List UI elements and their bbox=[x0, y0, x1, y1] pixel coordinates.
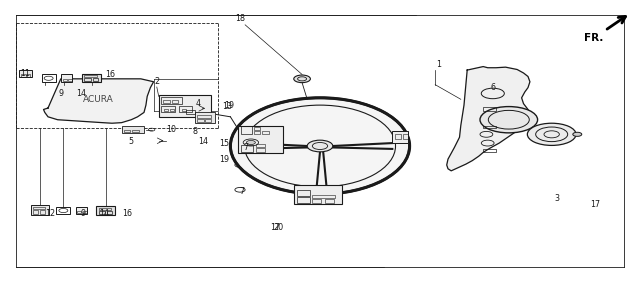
Bar bbox=[254, 131, 260, 134]
Bar bbox=[531, 131, 547, 138]
Bar bbox=[325, 199, 334, 203]
Bar bbox=[262, 131, 269, 134]
Bar bbox=[238, 126, 283, 153]
Text: 7: 7 bbox=[244, 143, 249, 152]
Bar bbox=[82, 74, 101, 82]
Text: 17: 17 bbox=[270, 223, 280, 232]
Text: 20: 20 bbox=[273, 223, 284, 232]
Bar bbox=[241, 145, 253, 152]
Polygon shape bbox=[447, 67, 530, 171]
Text: 18: 18 bbox=[235, 15, 245, 23]
Bar bbox=[186, 110, 195, 114]
Bar bbox=[132, 130, 139, 132]
Ellipse shape bbox=[230, 98, 410, 194]
Text: FR.: FR. bbox=[584, 33, 604, 43]
Bar bbox=[312, 195, 335, 198]
Bar bbox=[241, 126, 252, 134]
Bar bbox=[61, 74, 72, 82]
Bar bbox=[107, 211, 112, 214]
Bar bbox=[179, 106, 192, 112]
Ellipse shape bbox=[307, 140, 333, 152]
Text: 14: 14 bbox=[198, 137, 209, 146]
Bar bbox=[161, 106, 175, 112]
Text: 3: 3 bbox=[554, 194, 559, 203]
Bar bbox=[195, 112, 215, 123]
Bar bbox=[99, 211, 105, 214]
Text: 5: 5 bbox=[129, 137, 134, 146]
Text: 11: 11 bbox=[20, 69, 31, 77]
Bar bbox=[170, 109, 174, 111]
Bar bbox=[76, 207, 87, 214]
Ellipse shape bbox=[246, 140, 255, 145]
Bar bbox=[56, 207, 70, 214]
Text: 15: 15 bbox=[219, 139, 229, 147]
Ellipse shape bbox=[480, 107, 538, 133]
Bar bbox=[392, 131, 408, 143]
Text: ACURA: ACURA bbox=[83, 95, 113, 104]
Bar bbox=[205, 119, 211, 122]
Bar bbox=[84, 75, 97, 77]
Bar bbox=[33, 210, 38, 214]
Ellipse shape bbox=[294, 75, 310, 83]
Bar bbox=[42, 74, 56, 82]
Bar bbox=[172, 100, 178, 103]
Text: 10: 10 bbox=[166, 126, 177, 134]
Bar bbox=[33, 207, 45, 209]
Text: 14: 14 bbox=[99, 209, 109, 218]
Bar bbox=[483, 149, 496, 152]
Bar bbox=[254, 127, 260, 130]
Bar bbox=[403, 134, 408, 139]
Text: 19: 19 bbox=[224, 101, 234, 110]
Bar bbox=[161, 97, 182, 104]
Bar bbox=[256, 144, 265, 147]
Bar bbox=[63, 79, 67, 81]
Bar bbox=[297, 190, 310, 196]
Bar bbox=[19, 70, 32, 77]
Bar bbox=[297, 197, 310, 203]
Bar bbox=[27, 74, 30, 77]
Bar bbox=[31, 205, 49, 215]
Text: 8: 8 bbox=[193, 127, 198, 136]
Bar bbox=[182, 109, 186, 111]
Bar bbox=[163, 100, 170, 103]
Bar bbox=[483, 107, 496, 111]
Bar bbox=[197, 115, 211, 118]
Bar bbox=[294, 185, 342, 204]
Text: 4: 4 bbox=[196, 99, 201, 108]
Text: 13: 13 bbox=[222, 102, 232, 111]
Text: 6: 6 bbox=[490, 83, 495, 92]
Bar bbox=[93, 78, 98, 81]
Bar bbox=[164, 109, 168, 111]
Bar bbox=[395, 134, 401, 139]
Text: 14: 14 bbox=[76, 89, 86, 98]
Bar bbox=[197, 119, 204, 122]
Bar bbox=[96, 206, 115, 215]
Text: 7: 7 bbox=[239, 187, 244, 196]
Bar bbox=[21, 74, 26, 77]
Text: 1: 1 bbox=[436, 60, 441, 69]
Bar bbox=[68, 79, 72, 81]
Ellipse shape bbox=[527, 123, 576, 145]
Bar bbox=[256, 148, 265, 152]
Text: 9: 9 bbox=[58, 89, 63, 98]
Text: 2: 2 bbox=[154, 77, 159, 86]
Text: 16: 16 bbox=[122, 209, 132, 218]
Polygon shape bbox=[44, 79, 154, 123]
Text: 17: 17 bbox=[590, 200, 600, 209]
Bar bbox=[83, 211, 87, 213]
Text: 9: 9 bbox=[81, 209, 86, 218]
Text: 19: 19 bbox=[219, 155, 229, 164]
Bar bbox=[312, 199, 321, 203]
Bar bbox=[483, 126, 496, 128]
Bar bbox=[122, 126, 144, 133]
Bar bbox=[77, 211, 81, 213]
Text: 16: 16 bbox=[105, 70, 115, 79]
Bar bbox=[99, 208, 111, 210]
Bar bbox=[84, 78, 91, 81]
Text: 12: 12 bbox=[45, 209, 55, 218]
Bar bbox=[40, 210, 45, 214]
Bar bbox=[159, 95, 211, 117]
Bar bbox=[124, 130, 130, 132]
Ellipse shape bbox=[573, 132, 582, 136]
